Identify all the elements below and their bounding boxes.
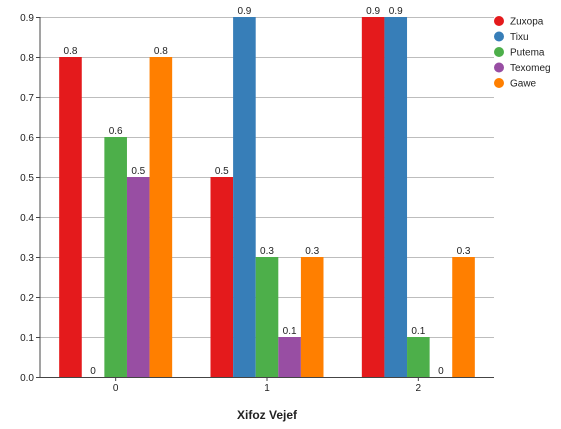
bar <box>278 337 301 377</box>
data-label: 0.9 <box>366 6 380 17</box>
legend-swatch <box>494 62 504 73</box>
tick-labels: 0.0 0.1 0.2 0.3 0.4 0.5 0.6 0.7 0.8 0.9 0 1 2 <box>20 13 421 394</box>
bar <box>59 57 82 377</box>
bar <box>233 17 256 377</box>
x-tick-label: 2 <box>416 383 422 394</box>
data-label: 0.5 <box>215 166 229 177</box>
x-tick-label: 1 <box>264 383 270 394</box>
legend-label: Putema <box>510 48 545 59</box>
data-label: 0.9 <box>389 6 403 17</box>
y-tick-label: 0.9 <box>20 13 34 24</box>
data-label: 0.9 <box>237 6 251 17</box>
bar <box>452 257 475 377</box>
y-tick-label: 0.6 <box>20 133 34 144</box>
legend-label: Texomeg <box>510 63 551 74</box>
bar <box>126 177 150 377</box>
y-tick-label: 0.8 <box>20 53 34 64</box>
y-tick-label: 0.1 <box>20 333 34 344</box>
legend-label: Zuxopa <box>510 17 544 28</box>
y-tick-label: 0.0 <box>20 373 34 384</box>
bar <box>255 257 279 377</box>
bar <box>210 177 234 377</box>
bar <box>407 337 430 377</box>
data-labels: 0.8 0 0.6 0.5 0.8 0.5 0.9 0.3 0.1 0.3 0.9 0.9 0.1 0 0.… <box>64 6 471 377</box>
data-label: 0.6 <box>109 126 123 137</box>
legend-label: Tixu <box>510 32 529 43</box>
data-label: 0.8 <box>154 46 168 57</box>
y-tick-label: 0.3 <box>20 253 34 264</box>
data-label: 0.3 <box>305 246 319 257</box>
bar <box>300 257 324 377</box>
legend: Zuxopa Tixu Putema Texomeg Gawe <box>494 16 551 90</box>
y-tick-label: 0.4 <box>20 213 34 224</box>
y-tick-label: 0.7 <box>20 93 34 104</box>
data-label: 0.1 <box>411 326 425 337</box>
legend-label: Gawe <box>510 79 537 90</box>
legend-swatch <box>494 31 504 42</box>
data-label: 0 <box>438 366 444 377</box>
data-label: 0.5 <box>131 166 145 177</box>
y-tick-label: 0.5 <box>20 173 34 184</box>
bar <box>104 137 127 377</box>
y-tick-label: 0.2 <box>20 293 34 304</box>
x-axis-title: Xifoz Vejef <box>237 408 298 422</box>
data-label: 0.1 <box>283 326 297 337</box>
legend-swatch <box>494 78 504 88</box>
data-label: 0.3 <box>457 246 471 257</box>
bars <box>59 17 475 377</box>
bar <box>384 17 408 377</box>
data-label: 0.8 <box>64 46 78 57</box>
data-label: 0 <box>90 366 96 377</box>
data-label: 0.3 <box>260 246 274 257</box>
legend-swatch <box>494 16 504 26</box>
x-tick-label: 0 <box>113 383 119 394</box>
legend-swatch <box>494 47 504 57</box>
bar <box>149 57 173 377</box>
bar <box>361 17 385 377</box>
